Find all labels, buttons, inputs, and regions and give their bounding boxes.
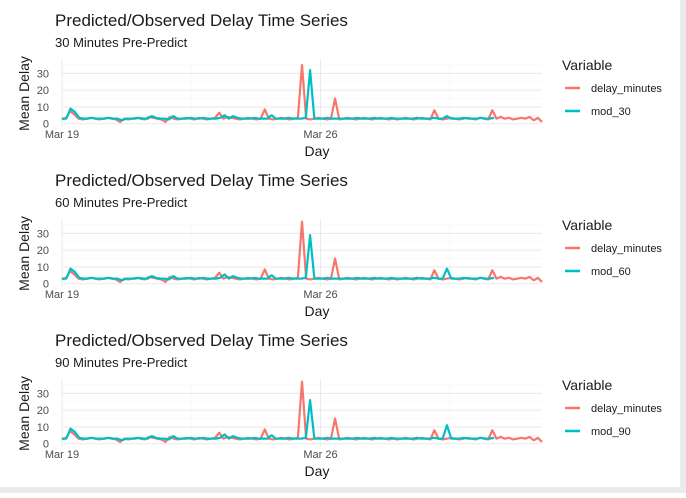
y-axis-label: Mean Delay — [16, 376, 32, 451]
y-tick-label: 20 — [37, 245, 49, 257]
y-tick-label: 10 — [37, 102, 49, 114]
chart-subtitle: 90 Minutes Pre-Predict — [55, 355, 188, 370]
figure-border-bottom — [0, 487, 686, 493]
y-tick-label: 30 — [37, 388, 49, 400]
y-tick-label: 20 — [37, 405, 49, 417]
figure-border-right — [680, 0, 686, 493]
panel-1: Predicted/Observed Delay Time Series 30 M… — [16, 11, 662, 159]
y-tick-label: 20 — [37, 85, 49, 97]
x-tick-label: Mar 26 — [303, 129, 337, 141]
chart-subtitle: 60 Minutes Pre-Predict — [55, 195, 188, 210]
chart-title: Predicted/Observed Delay Time Series — [55, 331, 348, 350]
legend-title: Variable — [562, 217, 613, 233]
panel-2: Predicted/Observed Delay Time Series 60 M… — [16, 171, 662, 319]
y-axis-label: Mean Delay — [16, 56, 32, 131]
x-tick-label: Mar 19 — [45, 449, 79, 461]
x-tick-label: Mar 19 — [45, 289, 79, 301]
legend-title: Variable — [562, 57, 613, 73]
legend-label-mod_60: mod_60 — [591, 266, 631, 278]
y-tick-label: 30 — [37, 68, 49, 80]
legend-label-delay_minutes: delay_minutes — [591, 243, 662, 255]
x-axis-label: Day — [305, 143, 330, 159]
x-tick-label: Mar 26 — [303, 449, 337, 461]
x-axis-label: Day — [305, 303, 330, 319]
series-line-mod_60 — [62, 233, 495, 282]
y-axis-label: Mean Delay — [16, 216, 32, 291]
y-tick-label: 30 — [37, 228, 49, 240]
chart-title: Predicted/Observed Delay Time Series — [55, 171, 348, 190]
legend-title: Variable — [562, 377, 613, 393]
series-line-delay_minutes — [61, 220, 543, 284]
legend-label-delay_minutes: delay_minutes — [591, 403, 662, 415]
x-axis-label: Day — [305, 463, 330, 479]
chart-subtitle: 30 Minutes Pre-Predict — [55, 35, 188, 50]
series-line-mod_90 — [62, 398, 495, 442]
y-tick-label: 0 — [43, 439, 49, 451]
y-tick-label: 0 — [43, 119, 49, 131]
legend-label-mod_90: mod_90 — [591, 426, 631, 438]
legend-label-mod_30: mod_30 — [591, 106, 631, 118]
legend-label-delay_minutes: delay_minutes — [591, 83, 662, 95]
y-tick-label: 10 — [37, 262, 49, 274]
y-tick-label: 0 — [43, 279, 49, 291]
chart-title: Predicted/Observed Delay Time Series — [55, 11, 348, 30]
series-line-mod_30 — [62, 68, 495, 122]
x-tick-label: Mar 19 — [45, 129, 79, 141]
y-tick-label: 10 — [37, 422, 49, 434]
x-tick-label: Mar 26 — [303, 289, 337, 301]
series-line-delay_minutes — [61, 380, 543, 444]
panel-3: Predicted/Observed Delay Time Series 90 M… — [16, 331, 662, 479]
